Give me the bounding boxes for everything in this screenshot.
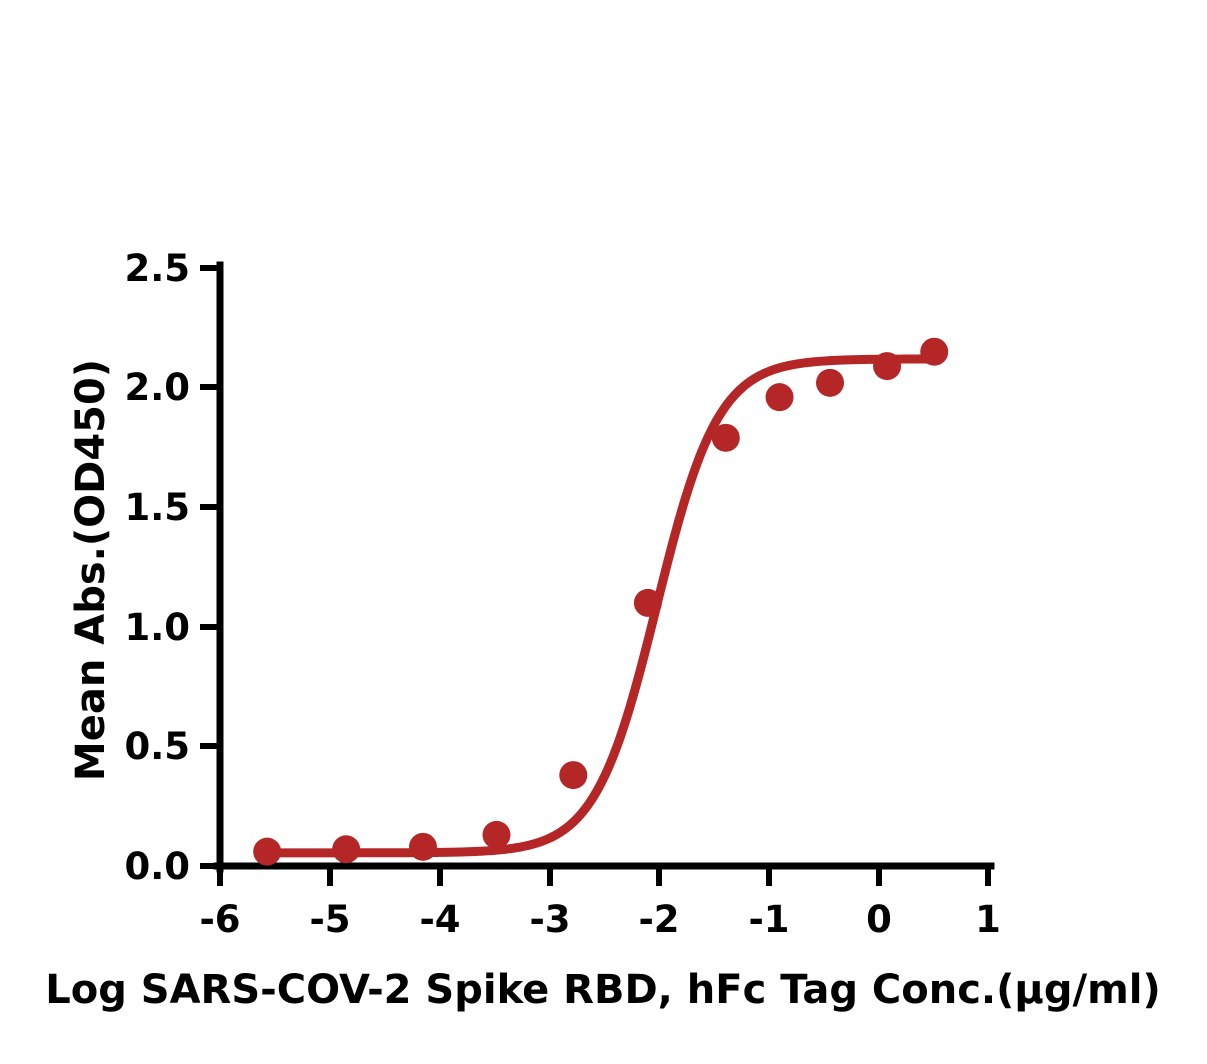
x-tick-label-1: -5 <box>309 898 350 941</box>
data-point <box>559 761 588 790</box>
fitted-curve <box>257 354 941 858</box>
x-tick-label-7: 1 <box>975 898 1001 941</box>
x-tick-label-5: -1 <box>748 898 789 941</box>
y-tick-label-5: 2.5 <box>124 247 190 290</box>
y-tick-label-4: 2.0 <box>124 366 190 409</box>
data-point <box>332 835 361 864</box>
x-axis-ticks <box>217 866 991 886</box>
x-tick-label-3: -3 <box>529 898 570 941</box>
y-tick-label-0: 0.0 <box>124 845 190 888</box>
x-tick-label-0: -6 <box>199 898 240 941</box>
data-point <box>711 423 740 452</box>
data-point <box>408 832 437 861</box>
x-axis-title: Log SARS-COV-2 Spike RBD, hFc Tag Conc.(… <box>45 967 1161 1013</box>
y-tick-label-2: 1.0 <box>124 606 190 649</box>
y-axis-ticks <box>200 265 220 869</box>
y-tick-label-3: 1.5 <box>124 486 190 529</box>
x-tick-label-4: -2 <box>638 898 679 941</box>
data-point <box>765 383 794 412</box>
y-tick-label-1: 0.5 <box>124 725 190 768</box>
x-tick-label-2: -4 <box>419 898 460 941</box>
data-point <box>816 368 845 397</box>
data-point <box>482 820 511 849</box>
data-point <box>633 588 662 617</box>
data-point <box>920 337 949 366</box>
x-tick-label-6: 0 <box>866 898 892 941</box>
y-axis-title: Mean Abs.(OD450) <box>68 359 114 781</box>
data-point <box>873 352 902 381</box>
data-point <box>253 837 282 866</box>
data-point-markers <box>253 337 949 866</box>
